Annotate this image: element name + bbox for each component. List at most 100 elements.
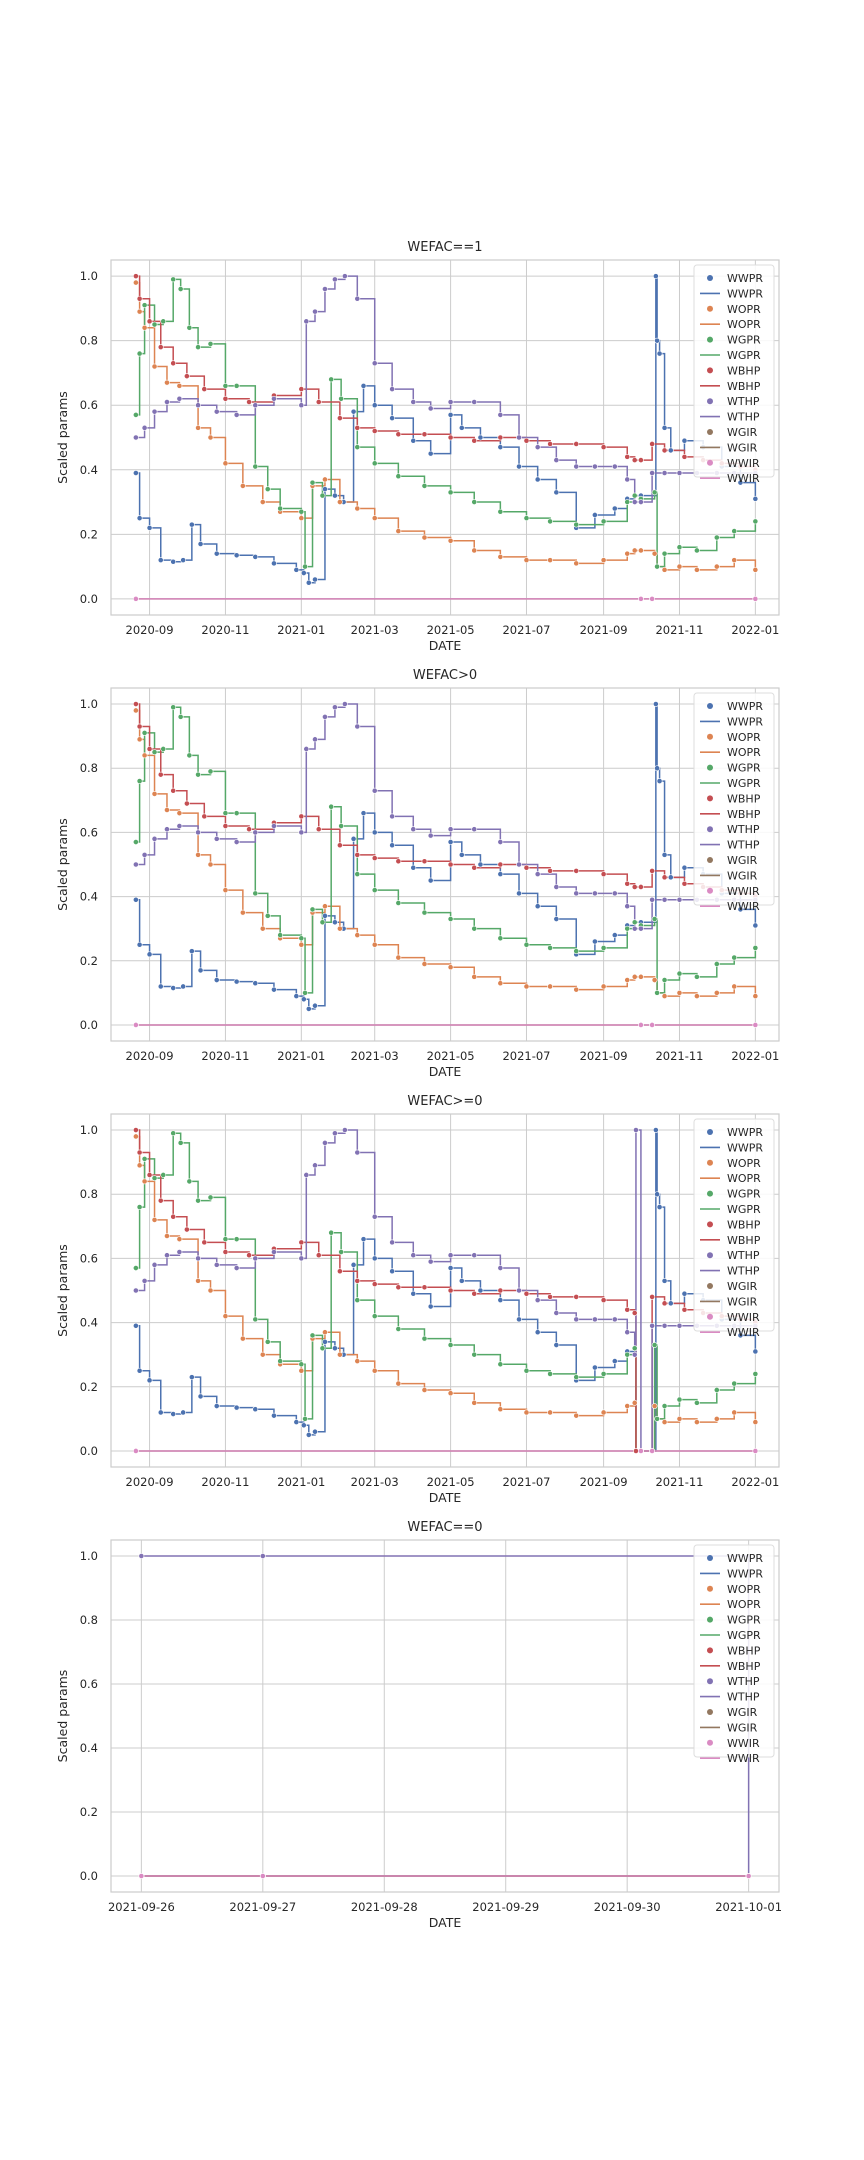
data-point-wwpr [591,512,598,518]
x-axis-label: DATE [429,638,462,653]
data-point-wwpr [350,408,357,415]
data-point-wgpr [160,1172,167,1178]
data-point-wgpr [338,395,345,402]
data-point-wgpr [624,499,631,505]
data-point-wbhp [371,428,378,434]
data-point-wthp [233,412,240,418]
x-tick-label: 2021-05 [427,1475,475,1489]
legend-label: WGIR [727,441,758,454]
data-point-wthp [410,1252,417,1259]
data-point-wopr [164,1233,170,1239]
data-point-wthp [271,1249,277,1255]
data-point-wwpr [611,932,618,938]
data-point-wthp [312,736,318,743]
data-point-wopr [731,1409,738,1416]
data-point-wgpr [298,508,305,515]
data-point-wbhp [183,1226,190,1233]
legend-label: WBHP [727,1234,761,1247]
data-point-wwpr [293,993,300,999]
data-point-wgpr [328,376,335,383]
data-point-wbhp [631,884,638,890]
data-point-wwir [638,1448,644,1454]
data-point-wwpr [458,1277,465,1284]
data-point-wthp [213,408,220,415]
data-point-wbhp [132,1127,139,1133]
data-point-wthp [195,829,201,836]
legend-marker [707,887,713,894]
x-tick-label: 2021-03 [351,1049,399,1063]
data-point-wwpr [497,1297,504,1304]
data-point-wbhp [354,851,361,858]
data-point-wthp [298,829,305,836]
x-tick-label: 2020-11 [201,1049,249,1063]
y-tick-label: 0.4 [80,1316,98,1330]
data-point-wwpr [213,977,220,983]
data-point-wbhp [298,813,305,820]
data-point-wgpr [447,1342,454,1348]
data-point-wwpr [233,978,240,985]
data-point-wwpr [197,541,204,547]
legend-marker [707,857,713,863]
data-point-wbhp [421,1284,428,1291]
data-point-wbhp [523,1290,530,1297]
data-point-wwir [649,595,656,602]
data-point-wgpr [141,302,148,309]
data-point-wwpr [591,938,598,945]
x-tick-label: 2021-07 [502,1475,550,1489]
data-point-wthp [591,463,598,470]
data-point-wgpr [421,909,428,916]
data-point-wthp [138,1553,145,1559]
x-tick-label: 2021-09 [580,623,628,637]
data-point-wopr [421,961,428,967]
data-point-wthp [141,424,148,431]
legend-label: WBHP [727,380,761,393]
data-point-wbhp [661,874,668,881]
data-point-wbhp [624,1306,631,1313]
data-point-wbhp [624,880,631,887]
x-tick-label: 2021-07 [502,623,550,637]
data-point-wgpr [222,810,229,817]
data-point-wopr [752,566,759,573]
data-point-wgpr [693,973,700,980]
data-point-wthp [322,713,328,720]
y-axis-label: Scaled params [55,1670,70,1763]
data-point-wwir [638,595,644,602]
data-point-wbhp [638,457,644,463]
data-point-wbhp [298,1239,305,1246]
data-point-wgpr [177,1139,184,1146]
data-point-wgpr [731,528,738,534]
y-tick-label: 0.0 [80,1444,98,1458]
data-point-wwpr [516,890,522,897]
data-point-wopr [497,554,504,560]
data-point-wthp [534,871,541,878]
x-tick-label: 2020-11 [201,623,249,637]
data-point-wbhp [157,771,164,778]
legend-box [693,692,775,906]
data-point-wwpr [350,835,357,842]
legend-label: WOPR [727,1598,761,1611]
data-point-wgpr [264,486,271,493]
legend-label: WGIR [727,1706,758,1719]
data-point-wopr [624,977,631,983]
data-point-wbhp [395,858,402,865]
data-point-wopr [693,993,700,999]
data-point-wopr [523,983,530,990]
legend: WWPR WWPR WOPR WOPR WGPR WGPR WBHP WBHP WTHP WTHP… [693,264,775,485]
data-point-wbhp [547,441,554,447]
data-point-wthp [354,723,361,730]
legend-marker [707,1129,713,1135]
data-point-wbhp [395,1284,402,1291]
chart-title: WEFAC>=0 [407,1094,482,1109]
data-point-wgpr [195,344,201,351]
data-point-wgpr [471,1351,478,1358]
legend-label: WGIR [727,1280,758,1293]
y-tick-label: 0.6 [80,1677,98,1691]
data-point-wthp [271,395,277,402]
data-point-wbhp [471,437,478,444]
data-point-wopr [631,547,638,554]
legend-label: WTHP [727,823,760,836]
legend-marker [707,1678,713,1685]
data-point-wgpr [277,932,284,938]
data-point-wopr [322,476,328,483]
data-point-wgpr [328,803,335,810]
